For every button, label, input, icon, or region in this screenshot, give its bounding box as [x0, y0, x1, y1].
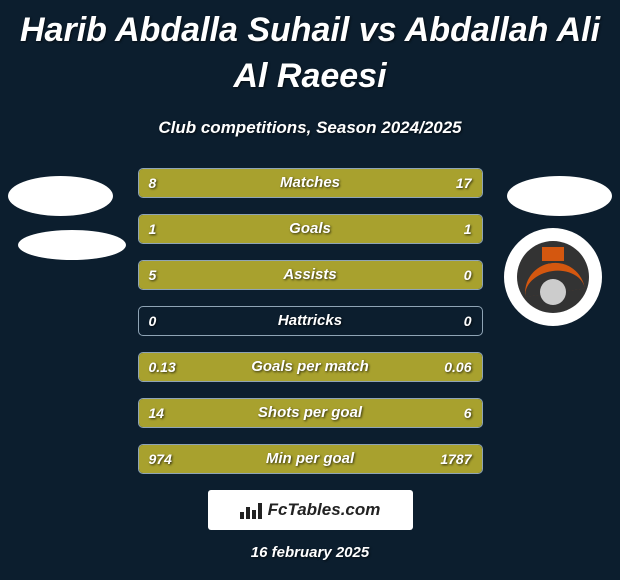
player-right-avatar-placeholder	[507, 176, 612, 216]
bar-chart-icon	[240, 501, 262, 519]
comparison-bars: 817Matches 11Goals 50Assists 00Hattricks 0.1…	[138, 168, 483, 474]
stat-row: 9741787Min per goal	[138, 444, 483, 474]
footer-date: 16 february 2025	[0, 544, 620, 561]
page-title: Harib Abdalla Suhail vs Abdallah Ali Al …	[0, 0, 620, 100]
stat-row: 0.130.06Goals per match	[138, 352, 483, 382]
ajman-club-icon	[517, 241, 589, 313]
site-badge[interactable]: FcTables.com	[208, 490, 413, 530]
stat-label: Goals	[139, 215, 482, 243]
club-right-logo	[504, 228, 602, 326]
stat-label: Assists	[139, 261, 482, 289]
stat-label: Min per goal	[139, 445, 482, 473]
player-left-avatar-placeholder	[8, 176, 113, 216]
stat-label: Shots per goal	[139, 399, 482, 427]
site-name: FcTables.com	[268, 500, 381, 520]
stat-label: Hattricks	[139, 307, 482, 335]
stat-row: 146Shots per goal	[138, 398, 483, 428]
club-left-logo-placeholder	[18, 230, 126, 260]
stat-row: 817Matches	[138, 168, 483, 198]
stat-row: 00Hattricks	[138, 306, 483, 336]
page-subtitle: Club competitions, Season 2024/2025	[0, 118, 620, 138]
stat-row: 11Goals	[138, 214, 483, 244]
stat-label: Goals per match	[139, 353, 482, 381]
stat-row: 50Assists	[138, 260, 483, 290]
stat-label: Matches	[139, 169, 482, 197]
